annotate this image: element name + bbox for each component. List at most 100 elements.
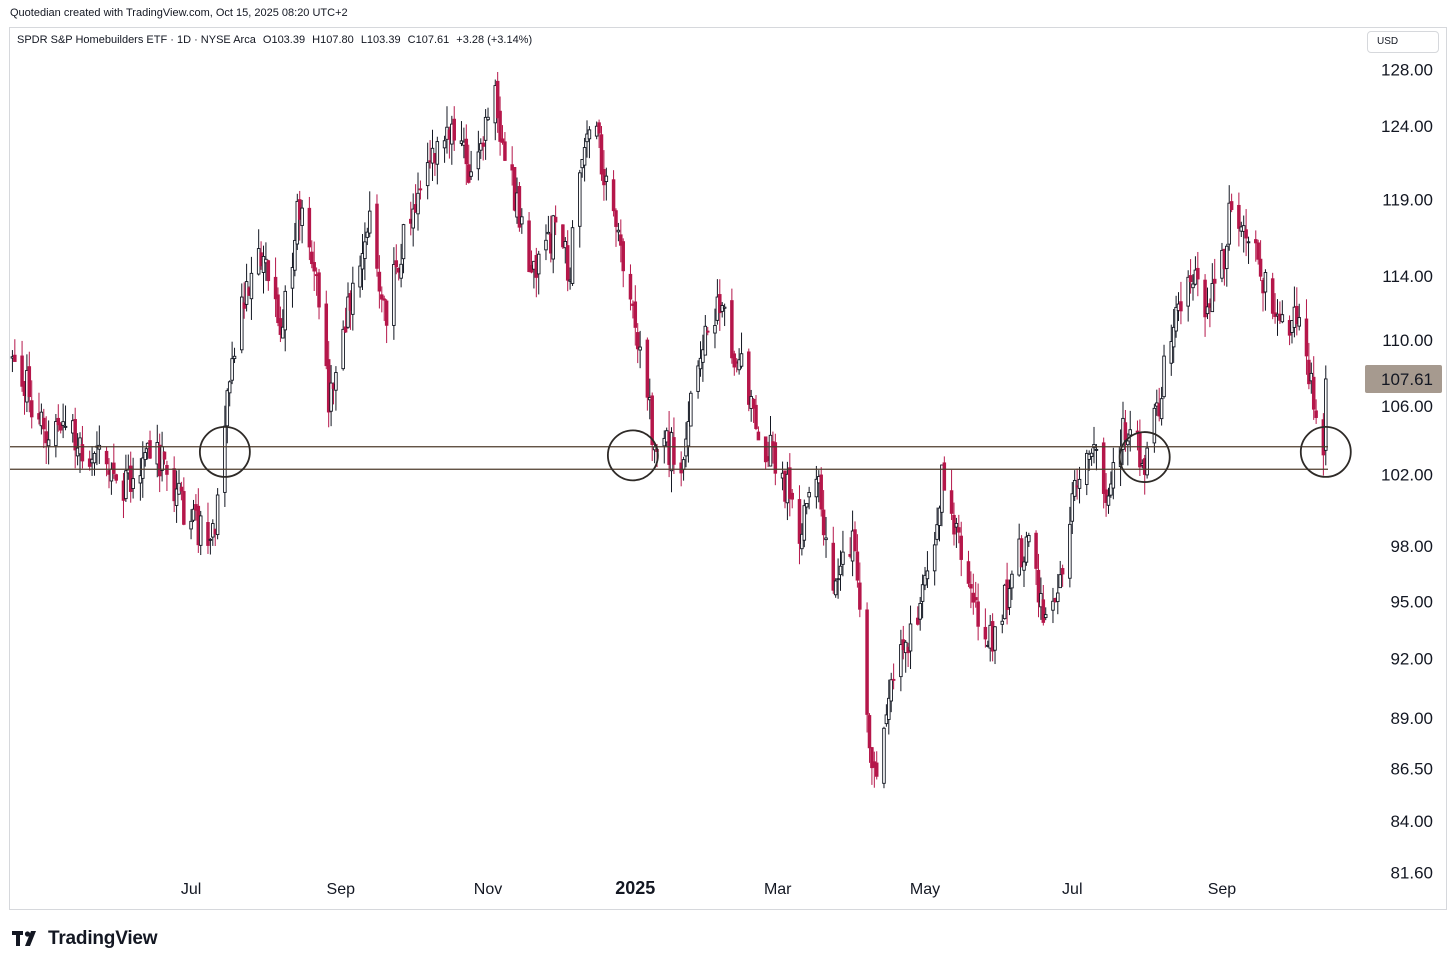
candle-body bbox=[899, 644, 903, 678]
candle-body bbox=[206, 522, 210, 546]
candle-body bbox=[329, 382, 333, 412]
candle-body bbox=[874, 762, 879, 777]
candle-body bbox=[358, 265, 362, 288]
candle-body bbox=[1196, 267, 1200, 280]
price-axis: 128.00 124.00 119.00 114.00 110.00 106.00 102.… bbox=[1381, 60, 1433, 882]
candle-body bbox=[324, 303, 329, 367]
candle-body bbox=[503, 141, 507, 161]
candle-body bbox=[1027, 535, 1031, 543]
y-tick-label: 84.00 bbox=[1390, 812, 1433, 831]
candle-body bbox=[283, 290, 287, 331]
candle-body bbox=[1152, 407, 1157, 444]
candle-body bbox=[957, 527, 961, 533]
candle-body bbox=[689, 392, 693, 427]
candle-body bbox=[411, 208, 415, 229]
candle-body bbox=[619, 234, 623, 246]
candle-body bbox=[865, 609, 869, 715]
candle-body bbox=[969, 584, 973, 589]
candle-body bbox=[290, 267, 295, 289]
candle-body bbox=[365, 231, 370, 238]
candle-body bbox=[63, 425, 68, 428]
candle-body bbox=[148, 440, 152, 459]
candle-body bbox=[800, 533, 804, 550]
tradingview-logo-icon bbox=[12, 931, 36, 946]
touch-circle[interactable] bbox=[1118, 431, 1171, 483]
candles-layer bbox=[10, 71, 1328, 789]
candle-body bbox=[392, 264, 396, 326]
candle-body bbox=[701, 349, 705, 363]
candle-body bbox=[1094, 448, 1099, 451]
candle-body bbox=[821, 509, 826, 536]
candle-body bbox=[920, 584, 925, 602]
touch-circle[interactable] bbox=[606, 429, 659, 482]
candle-body bbox=[273, 276, 278, 300]
candle-body bbox=[1295, 305, 1299, 325]
candle-body bbox=[788, 467, 792, 499]
candle-body bbox=[1210, 283, 1215, 313]
candle-body bbox=[191, 508, 196, 521]
chart-frame[interactable] bbox=[9, 27, 1447, 910]
candle-body bbox=[773, 442, 778, 474]
y-tick-label: 95.00 bbox=[1390, 592, 1433, 611]
candle-body bbox=[300, 207, 304, 226]
candle-body bbox=[739, 353, 744, 367]
candle-body bbox=[1043, 614, 1048, 618]
y-tick-label: 124.00 bbox=[1381, 117, 1433, 136]
candle-body bbox=[1135, 430, 1140, 433]
candle-body bbox=[1051, 600, 1055, 611]
candle-body bbox=[351, 282, 355, 315]
candle-body bbox=[425, 162, 430, 187]
candle-body bbox=[553, 216, 558, 223]
candle-body bbox=[1225, 245, 1229, 269]
candle-body bbox=[1171, 326, 1176, 348]
candle-body bbox=[536, 253, 541, 275]
candle-body bbox=[561, 224, 565, 248]
ohlc-open: O103.39 bbox=[262, 34, 306, 46]
candle-body bbox=[1077, 478, 1082, 489]
candle-body bbox=[959, 535, 963, 560]
candle-body bbox=[276, 294, 280, 324]
candle-body bbox=[1126, 440, 1130, 446]
candle-body bbox=[578, 172, 582, 227]
ohlc-low: L103.39 bbox=[360, 34, 401, 46]
candle-body bbox=[13, 354, 17, 362]
candle-body bbox=[1036, 569, 1041, 603]
candle-body bbox=[481, 142, 485, 147]
candle-body bbox=[918, 603, 922, 620]
currency-button[interactable]: USD bbox=[1367, 31, 1439, 53]
tradingview-footer[interactable]: TradingView bbox=[12, 928, 158, 950]
candle-body bbox=[143, 452, 147, 460]
candle-body bbox=[1000, 620, 1005, 625]
candle-body bbox=[464, 138, 469, 165]
candle-body bbox=[1034, 532, 1038, 569]
candle-body bbox=[563, 240, 568, 249]
candle-body bbox=[208, 538, 213, 541]
tradingview-brand: TradingView bbox=[48, 928, 158, 949]
candle-body bbox=[1241, 225, 1246, 232]
candle-body bbox=[681, 459, 686, 470]
touch-circle[interactable] bbox=[198, 425, 251, 478]
candle-body bbox=[841, 551, 845, 565]
candle-body bbox=[1123, 422, 1128, 441]
candle-body bbox=[281, 326, 285, 339]
candle-body bbox=[307, 207, 312, 248]
x-tick-label: Sep bbox=[1208, 881, 1237, 898]
candle-body bbox=[138, 475, 143, 484]
ohlc-change: +3.28 (+3.14%) bbox=[456, 34, 533, 46]
candle-body bbox=[399, 263, 403, 279]
y-tick-label: 110.00 bbox=[1382, 331, 1433, 350]
candle-body bbox=[384, 300, 389, 326]
candle-body bbox=[61, 421, 65, 426]
touch-circle[interactable] bbox=[1299, 425, 1352, 478]
candle-body bbox=[1212, 278, 1217, 284]
candle-body bbox=[635, 332, 640, 350]
candle-body bbox=[686, 421, 691, 447]
candle-body bbox=[382, 298, 386, 301]
candle-body bbox=[1106, 495, 1111, 506]
candle-body bbox=[819, 474, 823, 510]
candle-body bbox=[814, 478, 819, 498]
candle-body bbox=[993, 626, 997, 651]
candle-body bbox=[611, 179, 616, 212]
candle-body bbox=[227, 381, 232, 394]
